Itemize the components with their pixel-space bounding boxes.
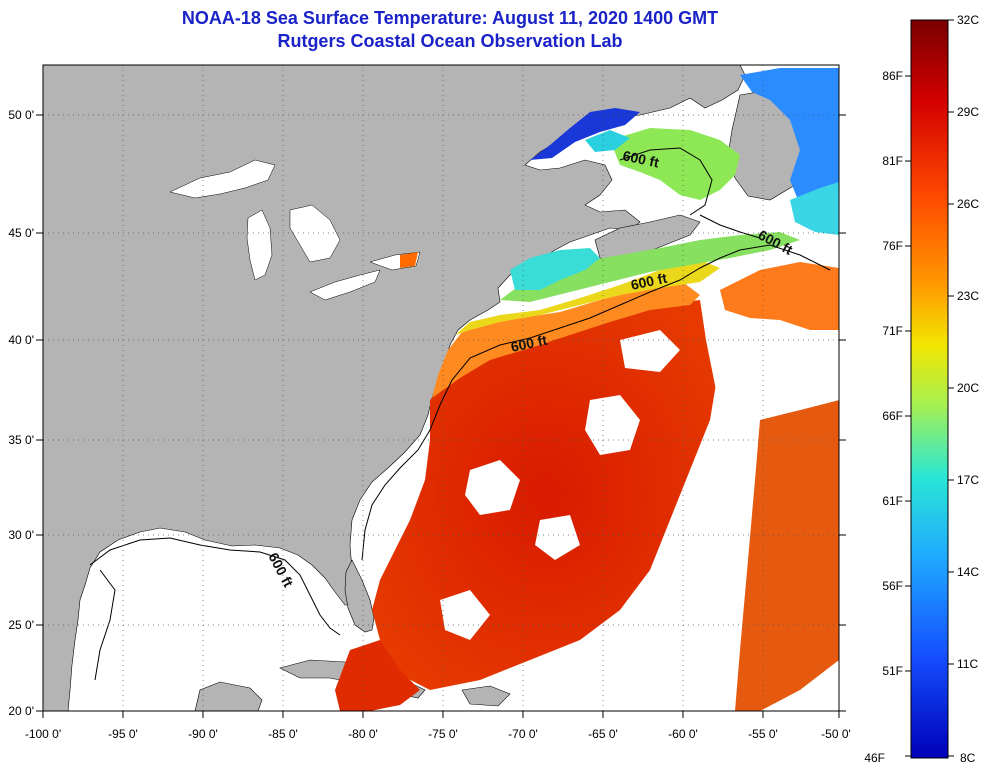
cloud-gap-5 [440,590,490,640]
contour-gulf-mexico [89,537,341,636]
cloud-gap-6 [620,330,680,372]
map-title: NOAA-18 Sea Surface Temperature: August … [181,8,719,28]
colorbar-celsius-labels: 32C 29C 26C 23C 20C 17C 14C 11C 8C [957,13,979,765]
celsius-label: 14C [957,565,979,579]
lon-tick-label: -90 0' [188,727,218,741]
cloud-gap-1 [690,300,745,711]
celsius-label: 8C [960,751,976,765]
contour-laurentian [699,214,761,239]
colorbar-fahrenheit-labels: 86F 81F 76F 71F 66F 61F 56F 51F 46F [864,69,903,765]
celsius-label: 11C [957,657,978,671]
contour-gulf-inner [94,569,116,681]
contour-east-coast [361,244,831,561]
celsius-label: 32C [957,13,979,27]
celsius-label: 26C [957,197,979,211]
sst-warm-west [335,640,420,711]
contour-label: 600 ft [621,147,660,170]
lat-tick-label: 50 0' [8,108,34,122]
sst-st-lawrence-cyan [585,130,630,152]
lat-tick-label: 35 0' [8,433,34,447]
lon-tick-label: -70 0' [508,727,538,741]
land-hispaniola [461,685,511,707]
fahrenheit-label: 86F [882,69,903,83]
lon-tick-label: -60 0' [668,727,698,741]
lon-tick-label: -55 0' [748,727,778,741]
land-yucatan [194,681,263,711]
sst-warm-east [735,400,839,711]
lon-tick-label: -50 0' [821,727,851,741]
lon-tick-label: -65 0' [588,727,618,741]
lat-tick-label: 30 0' [8,528,34,542]
sst-st-lawrence-estuary [530,108,640,160]
celsius-label: 23C [957,289,979,303]
sst-coastal-yellow [455,260,720,335]
lon-tick-labels: -100 0' -95 0' -90 0' -85 0' -80 0' -75 … [25,727,851,741]
celsius-label: 20C [957,381,979,395]
land-florida [344,559,375,633]
fahrenheit-label: 81F [882,154,903,168]
contours-600ft [89,147,831,681]
lon-tick-label: -95 0' [108,727,138,741]
lat-tick-label: 45 0' [8,226,34,240]
map-subtitle: Rutgers Coastal Ocean Observation Lab [277,31,623,51]
tick-marks [36,114,846,718]
sst-warm-ne [720,262,839,330]
sst-labrador-cyan [790,182,839,235]
lon-tick-label: -80 0' [348,727,378,741]
lat-tick-label: 40 0' [8,333,34,347]
fahrenheit-label: 51F [882,664,903,678]
sst-coastal-orange [432,280,700,398]
lat-tick-labels: 20 0' 25 0' 30 0' 35 0' 40 0' 45 0' 50 0… [8,108,34,718]
lat-tick-label: 25 0' [8,618,34,632]
sst-warm-main [372,300,720,690]
sst-coastal-green [500,232,800,302]
lon-tick-label: -75 0' [428,727,458,741]
cloud-gap-3 [465,460,520,515]
contour-label: 600 ft [509,332,548,355]
contour-gulf-st-lawrence [619,147,713,216]
lake-huron [289,204,341,263]
sst-labrador-blue [740,68,839,210]
sst-cyan-gulf-maine [510,248,600,290]
fahrenheit-label: 76F [882,239,903,253]
contour-label: 600 ft [629,270,668,293]
celsius-label: 29C [957,105,979,119]
sst-field [335,68,839,711]
lake-ontario-warm [400,252,418,268]
fahrenheit-label: 56F [882,579,903,593]
plot-frame [42,64,840,712]
lake-michigan [246,209,273,281]
lake-superior [169,159,276,199]
lon-tick-label: -100 0' [25,727,61,741]
cloud-gap-7 [758,330,839,418]
fahrenheit-label: 61F [882,494,903,508]
lat-tick-label: 20 0' [8,704,34,718]
colorbar [910,19,949,759]
lon-tick-label: -85 0' [268,727,298,741]
lake-erie [309,269,381,301]
cloud-gap-4 [535,515,580,560]
sst-gulf-st-lawrence [610,128,740,200]
colorbar-ticks [905,19,954,757]
celsius-label: 17C [957,473,979,487]
fahrenheit-label: 66F [882,409,903,423]
fahrenheit-label: 46F [864,751,885,765]
fahrenheit-label: 71F [882,324,903,338]
